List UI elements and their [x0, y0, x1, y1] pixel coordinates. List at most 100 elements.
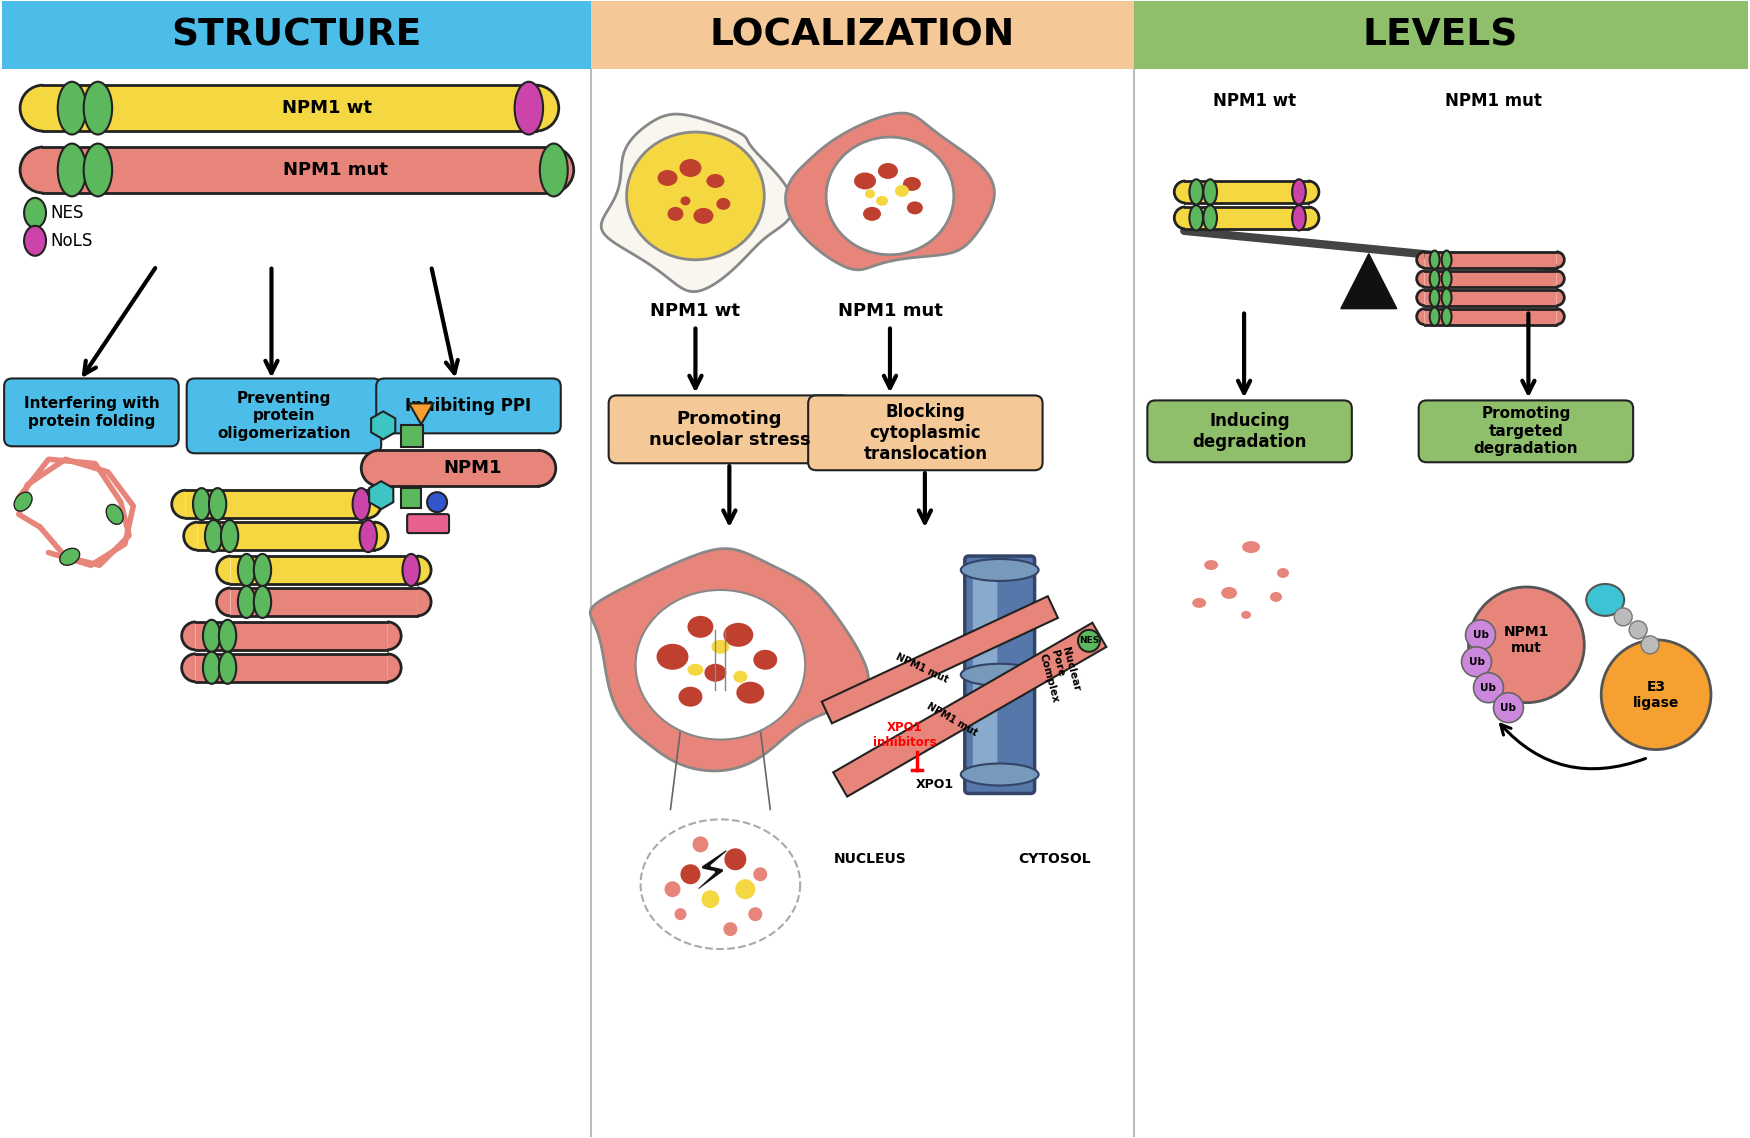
Wedge shape: [1556, 251, 1564, 267]
Ellipse shape: [1430, 289, 1440, 307]
Wedge shape: [416, 556, 430, 584]
Ellipse shape: [688, 663, 704, 676]
Text: Promoting
targeted
degradation: Promoting targeted degradation: [1474, 406, 1578, 456]
FancyBboxPatch shape: [808, 395, 1043, 470]
Ellipse shape: [58, 143, 86, 197]
Ellipse shape: [359, 520, 376, 552]
Ellipse shape: [1078, 629, 1101, 652]
Wedge shape: [1556, 271, 1564, 287]
Ellipse shape: [826, 137, 954, 255]
Ellipse shape: [107, 504, 123, 525]
Wedge shape: [1556, 308, 1564, 324]
Text: XPO1
inhibitors: XPO1 inhibitors: [873, 720, 936, 749]
Ellipse shape: [1270, 592, 1283, 602]
Wedge shape: [537, 451, 556, 486]
Bar: [1185, 207, 1307, 229]
Ellipse shape: [723, 622, 752, 646]
FancyBboxPatch shape: [4, 379, 178, 446]
Bar: [401, 426, 424, 447]
Text: NPM1 wt: NPM1 wt: [651, 302, 740, 320]
Circle shape: [681, 864, 700, 884]
FancyBboxPatch shape: [1419, 401, 1633, 462]
Text: E3
ligase: E3 ligase: [1633, 679, 1680, 710]
Circle shape: [1629, 621, 1647, 638]
Text: NPM1 wt: NPM1 wt: [1213, 92, 1295, 110]
Wedge shape: [551, 147, 574, 193]
Wedge shape: [19, 85, 44, 131]
Ellipse shape: [192, 488, 210, 520]
Ellipse shape: [208, 488, 226, 520]
FancyBboxPatch shape: [973, 566, 997, 783]
Ellipse shape: [1442, 250, 1451, 269]
Text: NPM1 mut: NPM1 mut: [284, 160, 388, 179]
Text: NES: NES: [1078, 636, 1099, 645]
Circle shape: [427, 493, 446, 512]
Ellipse shape: [679, 159, 702, 178]
Polygon shape: [822, 596, 1059, 724]
Text: Blocking
cytoplasmic
translocation: Blocking cytoplasmic translocation: [863, 403, 987, 463]
Text: Preventing
protein
oligomerization: Preventing protein oligomerization: [217, 391, 350, 440]
Text: LEVELS: LEVELS: [1363, 17, 1519, 53]
Ellipse shape: [1190, 180, 1202, 205]
Circle shape: [1465, 620, 1496, 650]
Ellipse shape: [1222, 587, 1237, 599]
Wedge shape: [360, 451, 380, 486]
Wedge shape: [1174, 181, 1185, 203]
Text: Ub: Ub: [1468, 657, 1484, 667]
FancyBboxPatch shape: [376, 379, 560, 434]
Ellipse shape: [693, 208, 714, 224]
Ellipse shape: [626, 132, 765, 259]
Bar: [1134, 1, 1748, 69]
Text: STRUCTURE: STRUCTURE: [172, 17, 422, 53]
Ellipse shape: [752, 650, 777, 670]
Bar: [380, 451, 537, 486]
Ellipse shape: [203, 652, 220, 684]
Ellipse shape: [1292, 205, 1306, 231]
Text: Interfering with
protein folding: Interfering with protein folding: [23, 396, 159, 429]
Wedge shape: [374, 522, 388, 550]
Ellipse shape: [906, 201, 922, 214]
Ellipse shape: [84, 143, 112, 197]
Wedge shape: [368, 490, 382, 518]
Ellipse shape: [1204, 560, 1218, 570]
Ellipse shape: [1192, 597, 1206, 608]
Bar: [196, 621, 387, 650]
Bar: [44, 147, 551, 193]
Ellipse shape: [877, 196, 887, 206]
Wedge shape: [182, 621, 196, 650]
Ellipse shape: [1242, 541, 1260, 553]
Ellipse shape: [1442, 307, 1451, 325]
Ellipse shape: [58, 82, 86, 134]
Circle shape: [1642, 636, 1659, 654]
Ellipse shape: [688, 616, 714, 637]
Text: CYTOSOL: CYTOSOL: [1018, 852, 1090, 866]
Bar: [1424, 308, 1556, 324]
Ellipse shape: [733, 670, 747, 683]
Text: Nuclear
Pore
Complex: Nuclear Pore Complex: [1038, 646, 1083, 703]
Ellipse shape: [1442, 270, 1451, 288]
Text: Inhibiting PPI: Inhibiting PPI: [406, 397, 532, 415]
Ellipse shape: [203, 620, 220, 652]
Ellipse shape: [667, 207, 684, 221]
Text: Inducing
degradation: Inducing degradation: [1192, 412, 1307, 451]
Bar: [2, 1, 592, 69]
Ellipse shape: [1430, 307, 1440, 325]
Ellipse shape: [894, 185, 908, 197]
Circle shape: [674, 908, 686, 921]
Ellipse shape: [705, 663, 726, 682]
Polygon shape: [1340, 254, 1396, 308]
Text: NoLS: NoLS: [51, 232, 93, 250]
Bar: [1424, 271, 1556, 287]
Circle shape: [1474, 673, 1503, 702]
Ellipse shape: [60, 549, 80, 566]
Wedge shape: [1556, 290, 1564, 306]
Wedge shape: [1418, 271, 1424, 287]
Bar: [1424, 251, 1556, 267]
FancyBboxPatch shape: [408, 514, 450, 533]
Text: Ub: Ub: [1480, 683, 1496, 693]
Ellipse shape: [903, 178, 920, 191]
Ellipse shape: [679, 686, 702, 707]
Circle shape: [1493, 693, 1524, 723]
Ellipse shape: [1241, 611, 1251, 619]
Text: ⚡: ⚡: [695, 848, 731, 900]
